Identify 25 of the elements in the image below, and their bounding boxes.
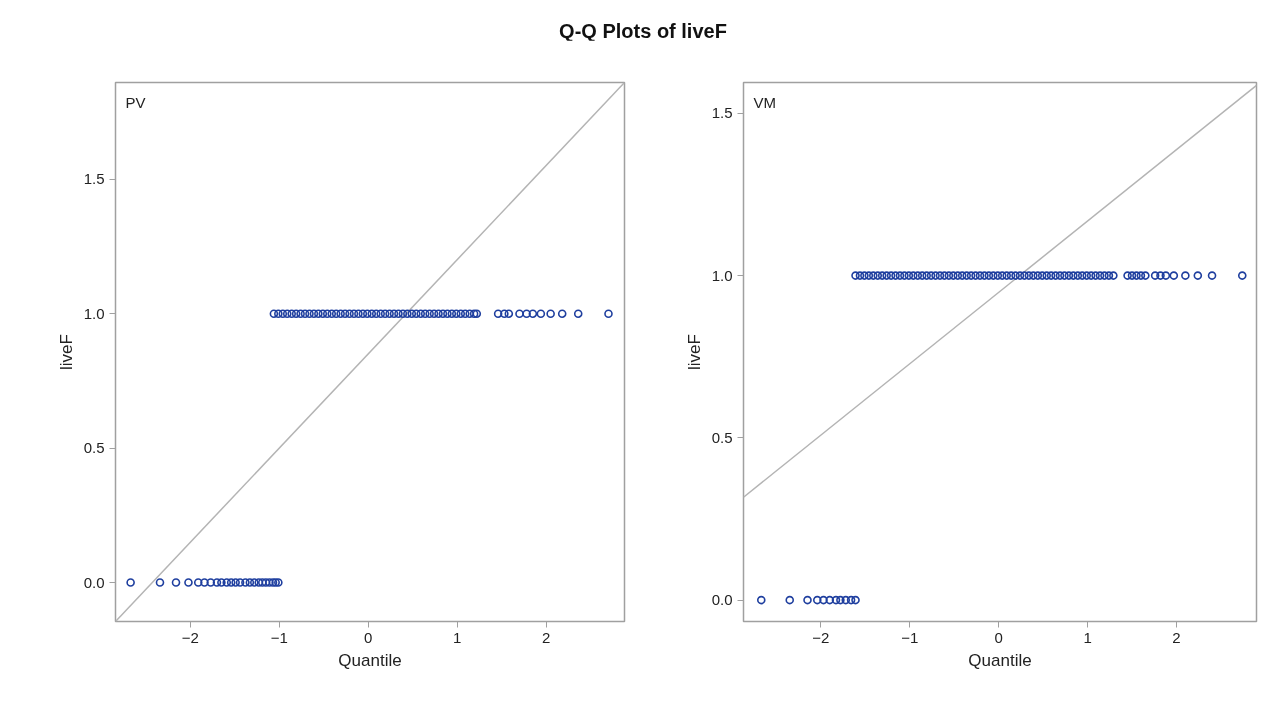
x-tick-label: −2 (812, 628, 830, 646)
y-tick-label: 0.5 (83, 439, 105, 457)
y-tick-label: 0.0 (711, 591, 733, 609)
x-tick-label: −1 (270, 628, 288, 646)
x-axis-title: Quantile (338, 650, 402, 670)
x-tick-label: 1 (1083, 628, 1092, 646)
annotation: PV (125, 93, 146, 111)
y-axis-title: liveF (56, 334, 76, 370)
x-tick-label: −1 (901, 628, 919, 646)
y-axis-title: liveF (684, 334, 704, 370)
x-tick-label: −2 (181, 628, 199, 646)
x-tick-label: 2 (1172, 628, 1181, 646)
chart-title: Q-Q Plots of liveF (559, 19, 727, 44)
annotation: VM (753, 93, 776, 111)
y-tick-label: 1.5 (711, 104, 733, 122)
y-tick-label: 1.0 (83, 304, 105, 322)
x-axis-title: Quantile (968, 650, 1032, 670)
x-tick-label: 0 (364, 628, 373, 646)
y-tick-label: 1.0 (711, 266, 733, 284)
y-tick-label: 1.5 (83, 170, 105, 188)
y-tick-label: 0.0 (83, 573, 105, 591)
x-tick-label: 2 (542, 628, 551, 646)
x-tick-label: 0 (994, 628, 1003, 646)
x-tick-label: 1 (453, 628, 462, 646)
y-tick-label: 0.5 (711, 428, 733, 446)
